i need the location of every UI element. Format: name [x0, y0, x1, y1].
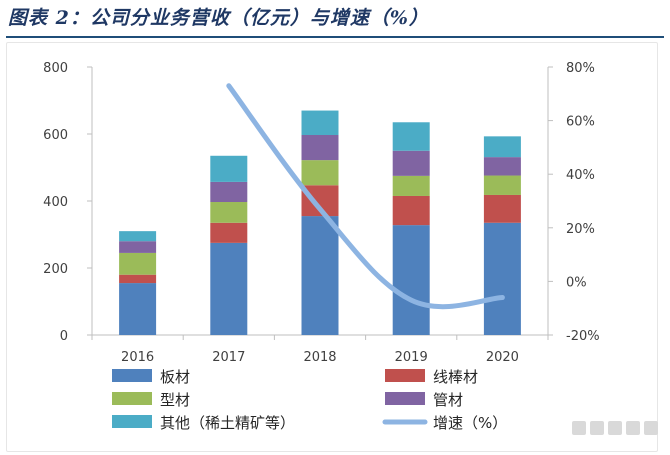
y-right-tick-label: 40%	[566, 168, 595, 183]
bar-segment	[301, 216, 339, 335]
y-right-tick-label: 80%	[566, 61, 595, 76]
legend-swatch	[385, 392, 425, 405]
figure-title: 图表 2：公司分业务营收（亿元）与增速（%）	[8, 7, 429, 29]
bar-segment	[119, 252, 157, 275]
y-left-tick-label: 600	[43, 128, 68, 143]
legend-label: 线棒材	[433, 368, 478, 386]
bar-segment	[301, 110, 339, 136]
growth-line	[226, 83, 505, 310]
x-tick-label: 2019	[395, 350, 428, 365]
y-left-tick-label: 200	[43, 262, 68, 277]
legend-label: 型材	[160, 391, 190, 409]
legend-label: 管材	[433, 391, 463, 409]
bar-segment	[210, 242, 248, 335]
y-right-tick-label: 0%	[566, 275, 587, 290]
x-tick-label: 2016	[121, 350, 154, 365]
legend-label: 其他（稀土精矿等）	[160, 414, 295, 432]
bar-segment	[483, 157, 521, 176]
bar-segment	[119, 241, 157, 253]
y-left-tick-label: 400	[43, 195, 68, 210]
bar-segment	[119, 231, 157, 242]
y-right-tick-label: -20%	[566, 329, 600, 344]
bar-segment	[483, 136, 521, 158]
bar-segment	[210, 222, 248, 243]
y-right-tick-label: 20%	[566, 222, 595, 237]
title-rule	[6, 36, 664, 38]
y-right-tick-label: 60%	[566, 115, 595, 130]
legend-swatch	[112, 369, 152, 382]
legend-label: 增速（%）	[433, 414, 507, 432]
bar-segment	[119, 274, 157, 284]
legend-label: 板材	[160, 368, 190, 386]
legend-swatch	[385, 369, 425, 382]
x-tick-label: 2020	[486, 350, 519, 365]
bar-segment	[301, 135, 339, 161]
bar-segment	[392, 225, 430, 335]
bar-segment	[392, 195, 430, 226]
x-tick-label: 2017	[212, 350, 245, 365]
bar-segment	[210, 202, 248, 223]
bar-segment	[392, 175, 430, 196]
legend-swatch	[112, 392, 152, 405]
bar-segment	[483, 194, 521, 223]
bar-segment	[119, 283, 157, 335]
watermark	[572, 417, 660, 439]
bar-segment	[483, 175, 521, 195]
y-left-tick-label: 0	[60, 329, 68, 344]
bar-segment	[210, 155, 248, 182]
legend-swatch	[112, 415, 152, 428]
bar-segment	[301, 160, 339, 186]
bar-segment	[392, 150, 430, 176]
bar-segment	[392, 122, 430, 151]
bar-segment	[483, 222, 521, 335]
x-tick-label: 2018	[303, 350, 336, 365]
bar-segment	[210, 181, 248, 203]
y-left-tick-label: 800	[43, 61, 68, 76]
